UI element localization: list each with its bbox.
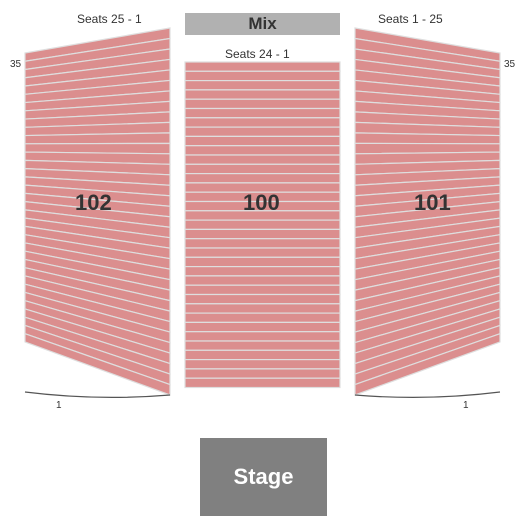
section-100-row[interactable]: [185, 304, 340, 313]
section-100-row[interactable]: [185, 378, 340, 387]
mix-area: Mix: [185, 13, 340, 35]
section-100-row[interactable]: [185, 369, 340, 378]
section-100-row[interactable]: [185, 90, 340, 99]
section-100-row[interactable]: [185, 71, 340, 80]
section-100-row[interactable]: [185, 99, 340, 108]
section-100-row[interactable]: [185, 211, 340, 220]
section-100-row[interactable]: [185, 276, 340, 285]
section-100-row[interactable]: [185, 109, 340, 118]
section-100-row[interactable]: [185, 220, 340, 229]
section-100-row[interactable]: [185, 136, 340, 145]
mix-label: Mix: [248, 14, 276, 34]
section-101-underline: [355, 392, 500, 397]
row-label-top-left: 35: [10, 59, 21, 70]
section-100-row[interactable]: [185, 239, 340, 248]
stage-label: Stage: [234, 464, 294, 490]
row-label-bottom-right: 1: [463, 400, 469, 411]
section-100-row[interactable]: [185, 202, 340, 211]
section-100-row[interactable]: [185, 118, 340, 127]
section-100-row[interactable]: [185, 257, 340, 266]
section-100-row[interactable]: [185, 192, 340, 201]
section-100-row[interactable]: [185, 313, 340, 322]
section-100-row[interactable]: [185, 229, 340, 238]
section-100-row[interactable]: [185, 267, 340, 276]
section-100-row[interactable]: [185, 62, 340, 71]
section-100-row[interactable]: [185, 164, 340, 173]
section-100-row[interactable]: [185, 155, 340, 164]
section-100-row[interactable]: [185, 248, 340, 257]
section-100-row[interactable]: [185, 295, 340, 304]
section-100-row[interactable]: [185, 127, 340, 136]
section-100-row[interactable]: [185, 350, 340, 359]
seating-chart: Mix Stage Seats 25 - 1 Seats 24 - 1 Seat…: [0, 0, 525, 523]
section-100-row[interactable]: [185, 332, 340, 341]
section-100-row[interactable]: [185, 360, 340, 369]
stage-area: Stage: [200, 438, 327, 516]
section-100-row[interactable]: [185, 183, 340, 192]
section-100-row[interactable]: [185, 146, 340, 155]
section-100-row[interactable]: [185, 322, 340, 331]
section-100-row[interactable]: [185, 174, 340, 183]
row-label-bottom-left: 1: [56, 400, 62, 411]
row-label-top-right: 35: [504, 59, 515, 70]
seats-label-center: Seats 24 - 1: [225, 47, 290, 61]
section-100-row[interactable]: [185, 285, 340, 294]
section-100-row[interactable]: [185, 341, 340, 350]
seats-label-right: Seats 1 - 25: [378, 12, 443, 26]
section-102-underline: [25, 392, 170, 397]
seats-label-left: Seats 25 - 1: [77, 12, 142, 26]
section-100-row[interactable]: [185, 81, 340, 90]
